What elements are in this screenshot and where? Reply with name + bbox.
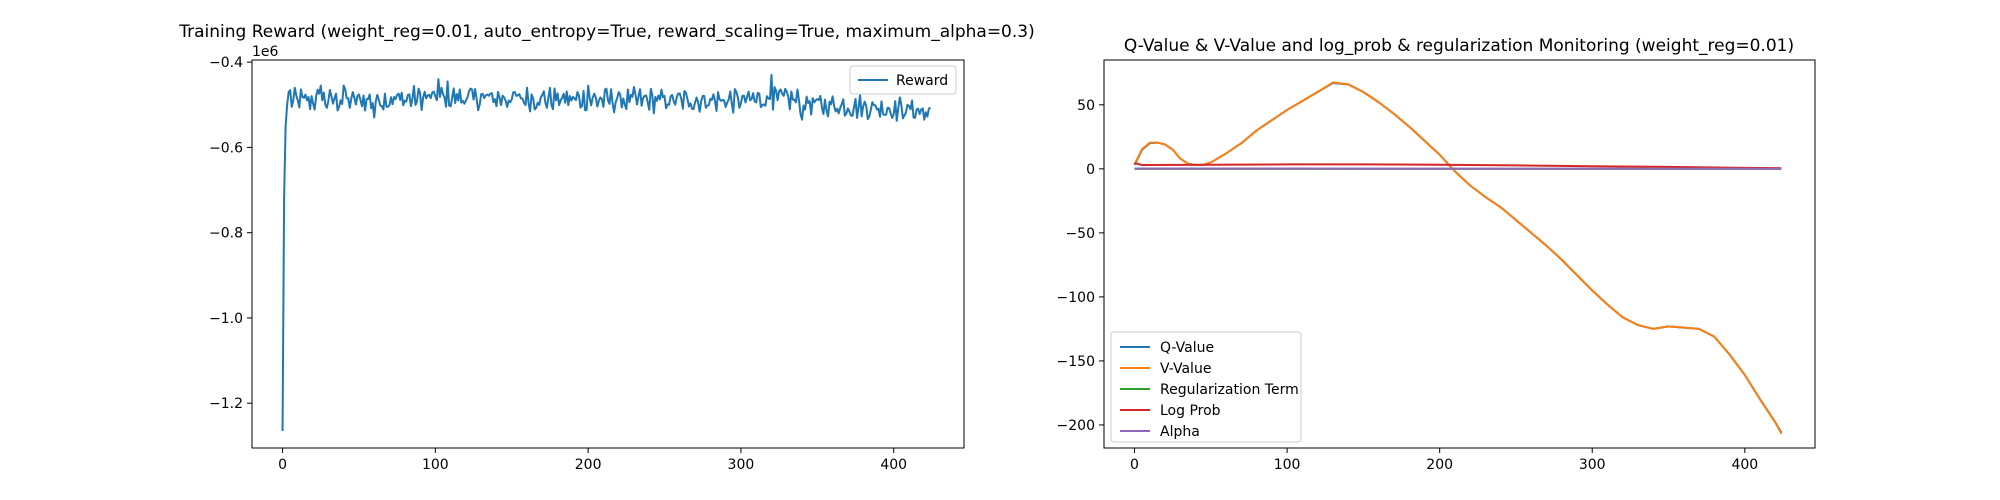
reward-y-axis: −1.2 −1.0 −0.8 −0.6 −0.4: [209, 55, 252, 412]
reward-y-tick-label: −0.8: [209, 226, 243, 242]
monitoring-legend-label-regularization-term: Regularization Term: [1160, 382, 1299, 398]
monitoring-legend-box: [1110, 331, 1302, 443]
reward-y-tick-label: −0.4: [209, 55, 243, 71]
reward-chart-title: Training Reward (weight_reg=0.01, auto_e…: [178, 22, 1034, 42]
monitoring-y-tick-label: −100: [1057, 290, 1095, 306]
reward-plot-area: [281, 73, 931, 431]
monitoring-legend-label-alpha: Alpha: [1160, 424, 1200, 440]
reward-axes-frame: [251, 59, 965, 449]
reward-x-tick-label: 100: [422, 457, 449, 473]
reward-x-tick-label: 200: [575, 457, 602, 473]
monitoring-plot-area: [1133, 81, 1783, 435]
monitoring-legend-label-v-value: V-Value: [1160, 361, 1211, 377]
monitoring-x-tick-label: 200: [1426, 457, 1453, 473]
monitoring-chart-title: Q-Value & V-Value and log_prob & regular…: [1124, 36, 1794, 56]
monitoring-y-tick-label: 50: [1077, 98, 1095, 114]
reward-chart: Training Reward (weight_reg=0.01, auto_e…: [178, 22, 1034, 473]
reward-series-reward: [281, 73, 931, 431]
reward-y-tick-label: −0.6: [209, 140, 243, 156]
reward-legend: Reward: [849, 65, 957, 95]
monitoring-y-tick-label: 0: [1086, 162, 1095, 178]
reward-y-tick-label: −1.0: [209, 311, 243, 327]
reward-legend-label: Reward: [896, 73, 948, 89]
reward-y-tick-label: −1.2: [209, 396, 243, 412]
reward-x-tick-label: 400: [880, 457, 907, 473]
monitoring-x-axis: 0 100 200 300 400: [1130, 448, 1758, 473]
monitoring-x-tick-label: 400: [1731, 457, 1758, 473]
monitoring-y-axis: −200 −150 −100 −50 0 50: [1057, 98, 1104, 434]
monitoring-y-tick-label: −150: [1057, 354, 1095, 370]
monitoring-x-tick-label: 100: [1274, 457, 1301, 473]
monitoring-x-tick-label: 300: [1579, 457, 1606, 473]
monitoring-y-tick-label: −50: [1065, 226, 1095, 242]
reward-x-tick-label: 0: [278, 457, 287, 473]
monitoring-legend: Q-Value V-Value Regularization Term Log Pro…: [1110, 331, 1302, 443]
reward-x-tick-label: 300: [728, 457, 755, 473]
monitoring-chart: Q-Value & V-Value and log_prob & regular…: [1057, 36, 1816, 473]
monitoring-series-log-prob: [1134, 162, 1782, 170]
monitoring-x-tick-label: 0: [1130, 457, 1139, 473]
monitoring-y-tick-label: −200: [1057, 418, 1095, 434]
reward-y-offset-label: 1e6: [252, 44, 279, 60]
monitoring-legend-label-log-prob: Log Prob: [1160, 403, 1221, 419]
reward-x-axis: 0 100 200 300 400: [278, 448, 907, 473]
monitoring-legend-label-q-value: Q-Value: [1160, 340, 1214, 356]
reward-legend-box: [849, 65, 957, 95]
monitoring-axes-frame: [1103, 59, 1816, 449]
